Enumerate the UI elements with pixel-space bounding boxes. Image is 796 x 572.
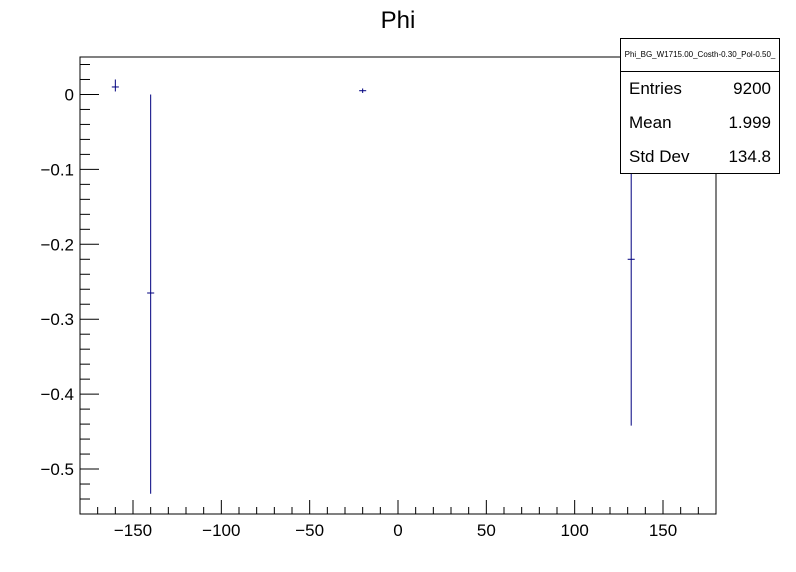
x-tick-label: −150: [114, 521, 152, 540]
y-tick-label: −0.3: [40, 310, 74, 329]
x-tick-label: 100: [560, 521, 588, 540]
x-tick-label: −50: [295, 521, 324, 540]
y-tick-label: −0.4: [40, 385, 74, 404]
stats-histogram-name: Phi_BG_W1715.00_Costh-0.30_Pol-0.50_: [621, 39, 779, 72]
data-point: [359, 88, 367, 93]
y-tick-label: −0.2: [40, 235, 74, 254]
stats-entries-label: Entries: [629, 79, 682, 98]
y-tick-label: −0.1: [40, 160, 74, 179]
stats-mean-label: Mean: [629, 113, 672, 132]
y-tick-label: −0.5: [40, 460, 74, 479]
x-tick-label: −100: [202, 521, 240, 540]
stats-std-dev-value: 134.8: [728, 147, 771, 166]
stats-std-dev-label: Std Dev: [629, 147, 690, 166]
data-points: [111, 79, 635, 494]
x-axis: −150 −100 −50 0 50 100 150: [79, 500, 717, 540]
stats-box: Phi_BG_W1715.00_Costh-0.30_Pol-0.50_ Ent…: [620, 38, 780, 174]
y-axis: 0 −0.1 −0.2 −0.3 −0.4 −0.5: [40, 63, 99, 515]
y-tick-label: 0: [65, 85, 74, 104]
data-point: [111, 79, 119, 92]
chart-title: Phi: [381, 7, 416, 34]
x-tick-label: 150: [649, 521, 677, 540]
x-tick-label: 0: [393, 521, 402, 540]
x-tick-label: 50: [477, 521, 496, 540]
stats-mean-value: 1.999: [728, 113, 771, 132]
stats-row-entries: Entries 9200: [621, 72, 779, 106]
stats-row-mean: Mean 1.999: [621, 106, 779, 140]
stats-entries-value: 9200: [733, 79, 771, 98]
data-point: [147, 94, 155, 494]
stats-row-std-dev: Std Dev 134.8: [621, 140, 779, 174]
